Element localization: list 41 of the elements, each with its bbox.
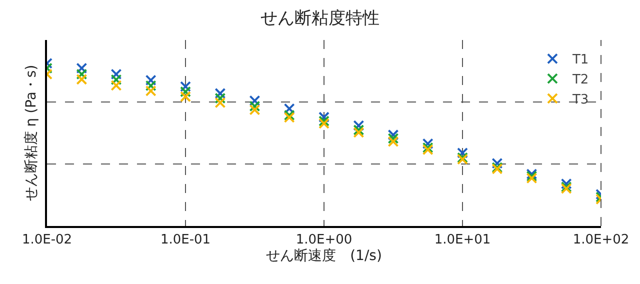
legend-label: T2: [571, 72, 589, 88]
point: [76, 62, 88, 74]
point: [318, 112, 330, 123]
point: [353, 124, 364, 136]
legend-label: T3: [571, 92, 589, 108]
legend-label: T1: [571, 52, 589, 68]
point: [560, 178, 572, 190]
point: [214, 92, 226, 104]
point: [180, 91, 191, 102]
chart-title: せん断粘度特性: [260, 8, 380, 28]
point: [353, 126, 364, 138]
point: [145, 85, 156, 96]
point: [76, 68, 88, 80]
point: [214, 97, 226, 108]
point: [110, 68, 122, 80]
point: [180, 81, 191, 92]
x-tick-label: 1.0E+02: [572, 232, 630, 248]
point: [388, 129, 399, 140]
point: [76, 74, 88, 85]
point: [110, 74, 122, 86]
point: [492, 158, 503, 169]
point: [249, 100, 260, 112]
point: [388, 132, 399, 144]
y-axis-title: せん断粘度 η (Pa・s): [23, 64, 40, 202]
x-tick-label: 1.0E+01: [434, 232, 491, 248]
x-tick-label: 1.0E-01: [160, 232, 211, 248]
point: [249, 104, 260, 116]
point: [353, 120, 364, 132]
x-tick-label: 1.0E-02: [22, 232, 72, 248]
point: [110, 80, 122, 91]
x-tick-label: 1.0E+00: [296, 232, 352, 248]
point: [145, 74, 156, 86]
point: [214, 88, 226, 99]
point: [145, 80, 156, 92]
point: [388, 136, 399, 148]
point: [284, 103, 295, 114]
point: [422, 138, 434, 150]
point: [457, 147, 468, 158]
point: [180, 86, 191, 98]
point: [249, 95, 260, 106]
x-axis-title: せん断速度 (1/s): [266, 248, 382, 264]
